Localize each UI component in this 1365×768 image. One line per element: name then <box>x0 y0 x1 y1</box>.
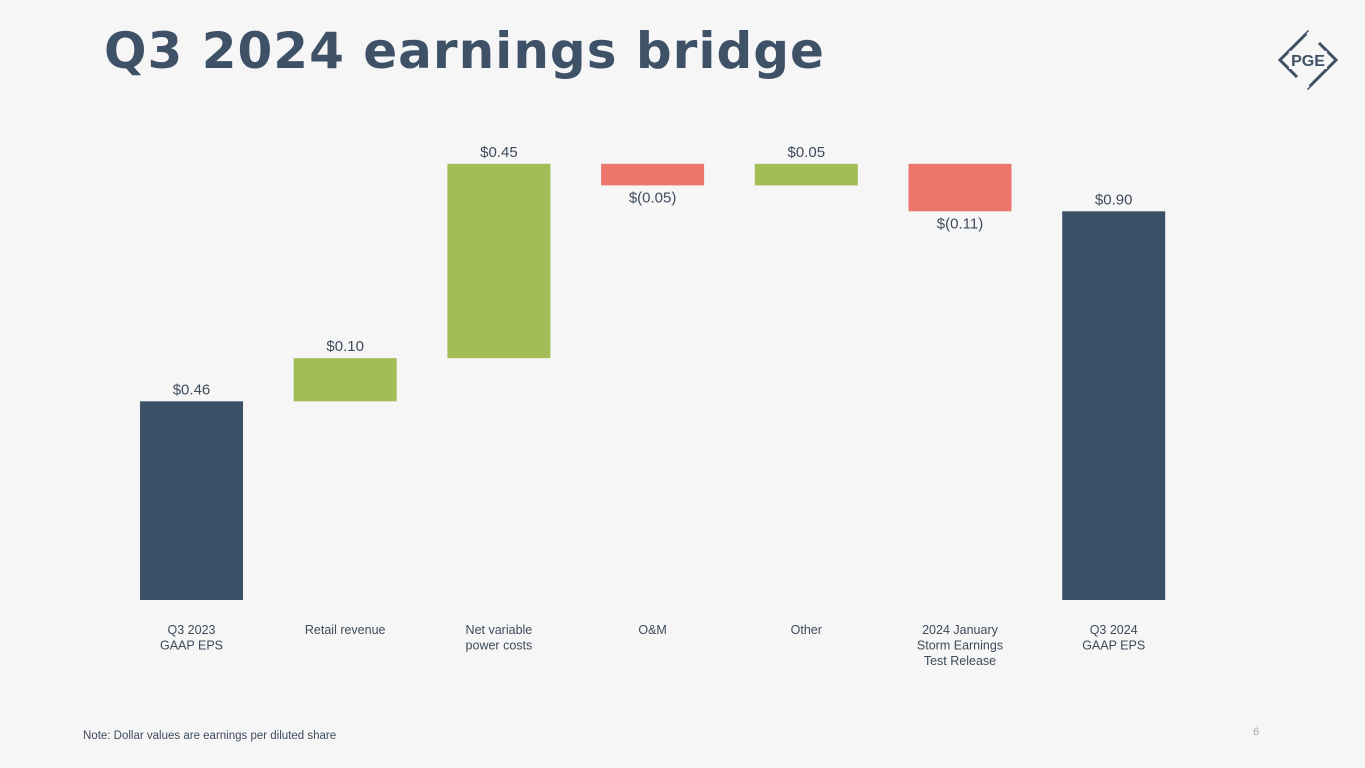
data-label: $0.45 <box>480 144 518 161</box>
bar-increase <box>447 163 551 359</box>
data-label: $0.10 <box>326 338 364 355</box>
pge-logo-icon: PGE <box>1278 30 1338 90</box>
category-label: O&M <box>638 623 666 637</box>
bar-total <box>140 401 243 600</box>
category-label: Net variable power costs <box>466 623 533 653</box>
data-label: $(0.11) <box>937 215 983 232</box>
data-label: $(0.05) <box>629 189 677 206</box>
category-label: Other <box>791 623 822 637</box>
bar-decrease <box>601 163 705 186</box>
category-label: Q3 2023 GAAP EPS <box>160 623 223 653</box>
data-label: $0.46 <box>173 381 211 398</box>
category-label: 2024 January Storm Earnings Test Release <box>917 623 1003 668</box>
category-label: Q3 2024 GAAP EPS <box>1082 623 1145 653</box>
svg-text:PGE: PGE <box>1291 53 1325 70</box>
data-label: $0.90 <box>1095 191 1133 208</box>
bar-total <box>1062 211 1166 601</box>
bar-increase <box>293 358 397 402</box>
page-title: Q3 2024 earnings bridge <box>104 22 825 80</box>
footnote: Note: Dollar values are earnings per dil… <box>83 730 337 742</box>
bar-decrease <box>908 163 1012 212</box>
category-label: Retail revenue <box>305 623 386 637</box>
bar-increase <box>754 163 858 186</box>
data-label: $0.05 <box>788 144 826 161</box>
page-number: 6 <box>1253 726 1260 738</box>
